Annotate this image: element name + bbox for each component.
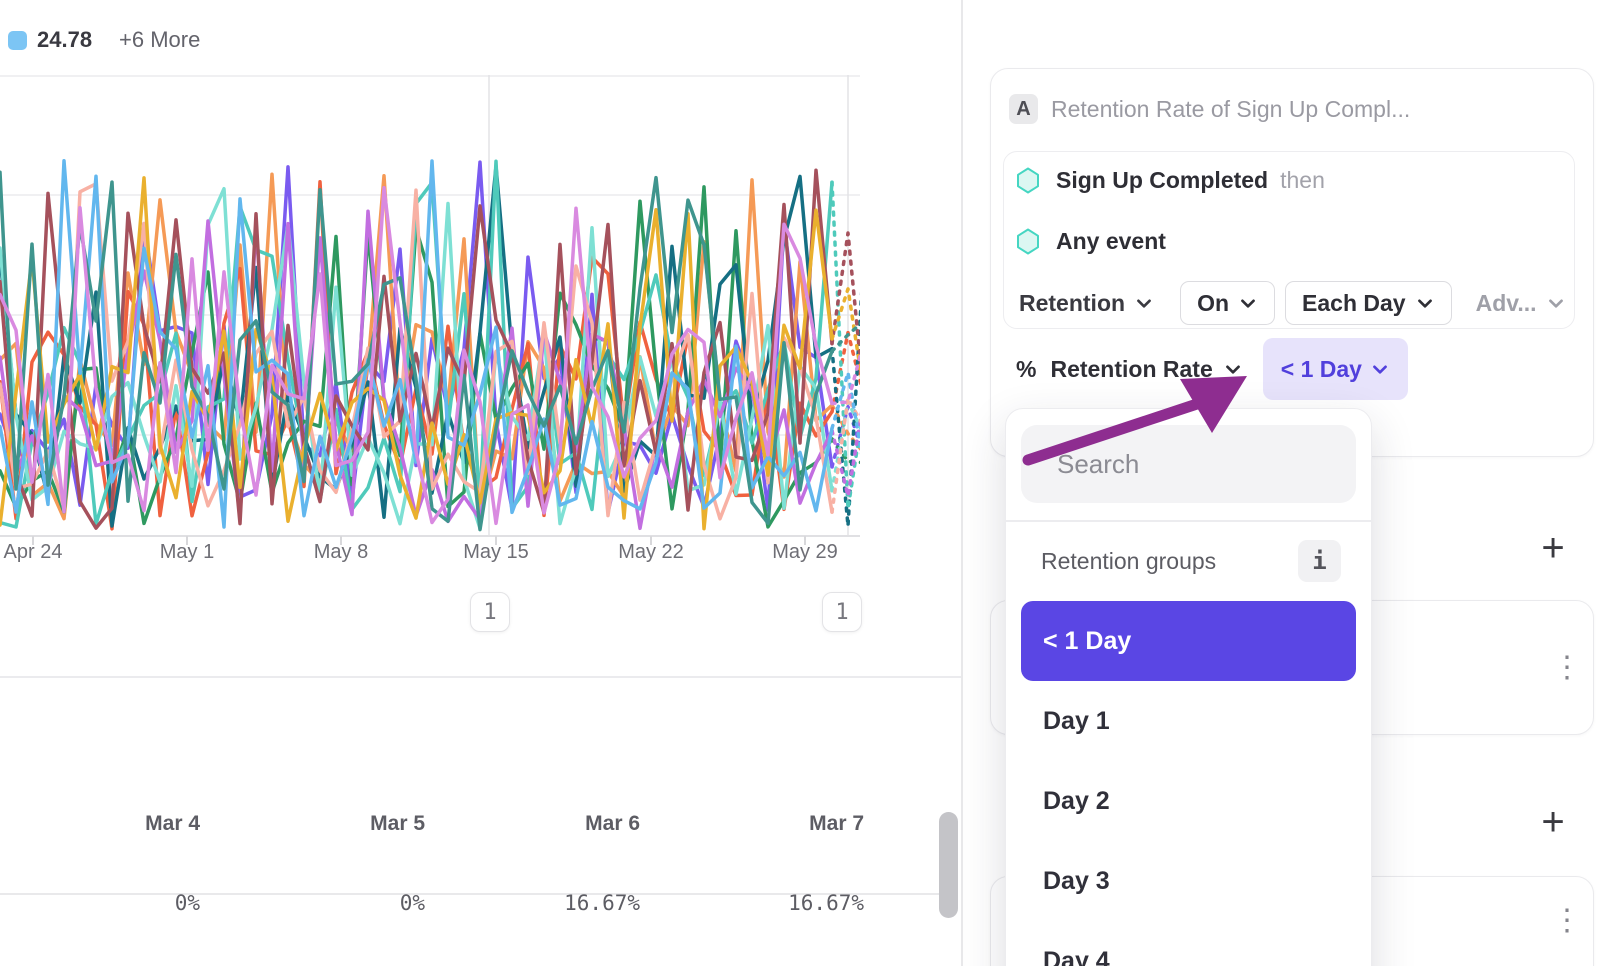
info-icon[interactable]: i <box>1298 540 1341 582</box>
event-definition-card: Sign Up Completed then Any event Retenti… <box>1003 151 1575 329</box>
table-header-cell: Mar 4 <box>145 812 200 835</box>
annotation-marker-1[interactable]: 1 <box>470 592 510 632</box>
event-hexagon-icon <box>1017 228 1039 254</box>
table-value-cell: 0% <box>174 891 200 915</box>
retention-group-chip[interactable]: < 1 Day <box>1262 338 1408 400</box>
event-row-first[interactable]: Sign Up Completed then <box>1016 154 1325 206</box>
chevron-down-icon <box>1241 299 1255 308</box>
legend-color-swatch[interactable] <box>8 31 27 50</box>
x-axis-tick-label: May 1 <box>159 541 215 563</box>
legend-more-series[interactable]: +6 More <box>119 27 201 52</box>
retention-controls-row: Retention On Each Day Adv... <box>1019 281 1566 325</box>
event-name: Sign Up Completed <box>1056 166 1269 193</box>
table-value-cell: 0% <box>399 891 425 915</box>
retention-line-chart <box>0 75 860 545</box>
chevron-down-icon <box>1137 299 1151 308</box>
dropdown-option-lt-1-day[interactable]: < 1 Day <box>1021 601 1356 681</box>
dropdown-option-day-1[interactable]: Day 1 <box>1043 706 1110 735</box>
dropdown-search[interactable] <box>1021 425 1394 503</box>
dropdown-option-day-3[interactable]: Day 3 <box>1043 866 1110 895</box>
annotation-marker-2[interactable]: 1 <box>822 592 862 632</box>
x-axis-tick-label: May 8 <box>313 541 369 563</box>
retention-type-dropdown[interactable]: Retention <box>1019 290 1154 317</box>
table-value-cell: 16.67% <box>564 891 640 915</box>
section-divider <box>0 676 961 678</box>
x-axis-tick-label: Apr 24 <box>3 541 63 563</box>
event-hexagon-icon <box>1017 167 1039 193</box>
table-header-cell: Mar 7 <box>809 812 864 835</box>
query-card-a: A Retention Rate of Sign Up Compl... Sig… <box>990 68 1594 457</box>
chevron-down-icon <box>1225 365 1240 374</box>
metric-dropdown[interactable]: Retention Rate <box>1050 356 1242 383</box>
x-axis-tick-label: May 29 <box>772 541 838 563</box>
table-header-cell: Mar 5 <box>370 812 425 835</box>
legend-series-value[interactable]: 24.78 <box>37 27 93 52</box>
metric-label: Retention Rate <box>1050 355 1213 382</box>
query-card-title: Retention Rate of Sign Up Compl... <box>1051 96 1411 122</box>
query-badge-a[interactable]: A <box>1009 94 1038 124</box>
dropdown-divider <box>1006 520 1371 522</box>
interval-dropdown-button[interactable]: Each Day <box>1285 281 1452 325</box>
scrollbar-thumb[interactable] <box>939 812 958 918</box>
advanced-dropdown[interactable]: Adv... <box>1476 290 1566 317</box>
dropdown-option-day-4[interactable]: Day 4 <box>1043 946 1110 966</box>
add-segment-button[interactable]: + <box>1541 800 1565 844</box>
x-axis-tick-label: May 15 <box>463 541 529 563</box>
chevron-down-icon <box>1548 299 1563 308</box>
kebab-menu-icon[interactable]: ⋮ <box>1552 903 1582 937</box>
event-row-return[interactable]: Any event <box>1016 215 1166 267</box>
retention-group-value: < 1 Day <box>1280 355 1362 382</box>
chevron-down-icon <box>1417 299 1432 308</box>
metric-row: % Retention Rate < 1 Day <box>1016 338 1408 400</box>
table-divider <box>0 893 947 895</box>
advanced-label: Adv... <box>1475 289 1537 316</box>
table-header-cell: Mar 6 <box>585 812 640 835</box>
on-dropdown-button[interactable]: On <box>1180 281 1276 325</box>
event-then-label: then <box>1280 166 1325 193</box>
percent-symbol: % <box>1016 355 1037 382</box>
kebab-menu-icon[interactable]: ⋮ <box>1552 650 1582 684</box>
dropdown-section-label: Retention groups <box>1041 547 1217 574</box>
interval-label: Each Day <box>1302 289 1406 316</box>
retention-type-label: Retention <box>1019 289 1126 316</box>
chevron-down-icon <box>1373 365 1387 374</box>
add-segment-button[interactable]: + <box>1541 526 1565 570</box>
on-label: On <box>1197 289 1230 316</box>
search-input[interactable] <box>1055 447 1394 481</box>
table-value-cell: 16.67% <box>788 891 864 915</box>
retention-group-dropdown-panel: Retention groups i < 1 Day Day 1 Day 2 D… <box>1005 408 1394 966</box>
dropdown-option-day-2[interactable]: Day 2 <box>1043 786 1110 815</box>
x-axis-tick-label: May 22 <box>618 541 684 563</box>
event-name: Any event <box>1056 227 1166 254</box>
chart-series-lines <box>0 159 860 532</box>
